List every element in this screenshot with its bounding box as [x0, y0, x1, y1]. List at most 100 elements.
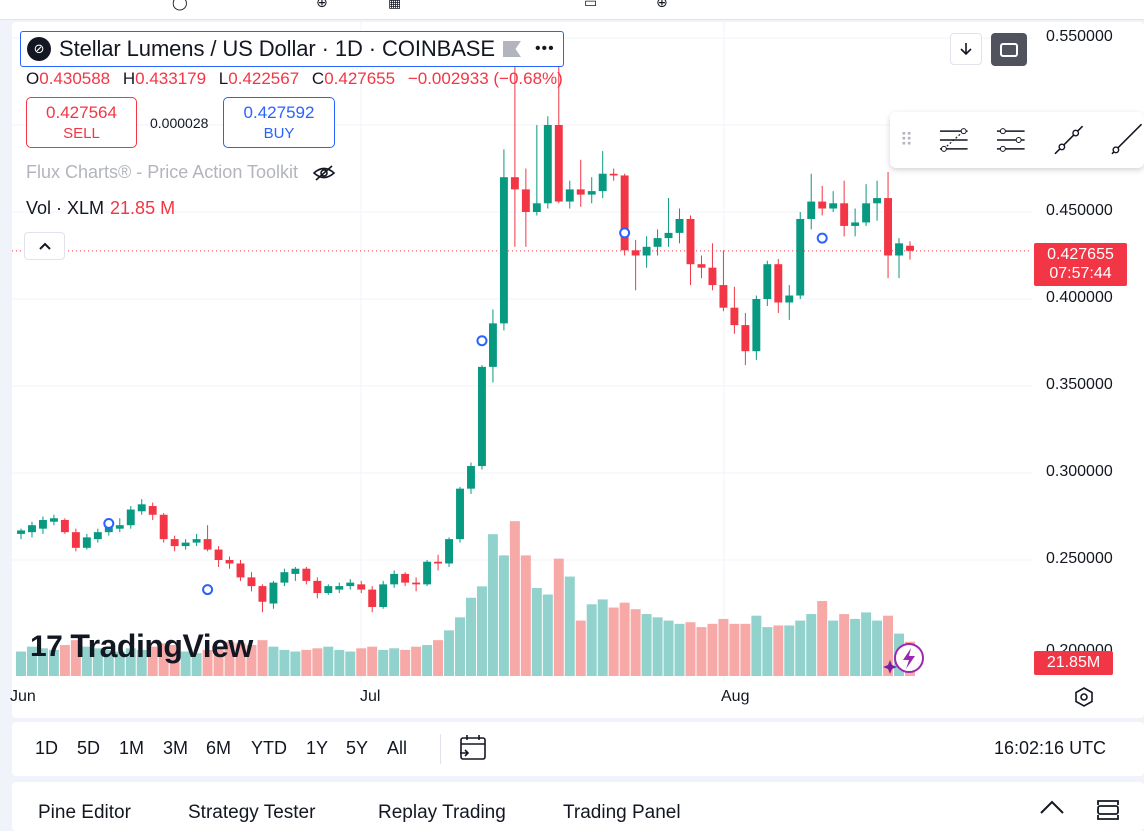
- volume-bar: [564, 576, 575, 676]
- fullscreen-button[interactable]: [991, 33, 1027, 66]
- spread-value: 0.000028: [150, 115, 209, 131]
- candle-body: [664, 232, 673, 239]
- volume-bar: [652, 617, 663, 676]
- ohlc-values: O0.430588 H0.433179 L0.422567 C0.427655 …: [26, 69, 571, 89]
- bar-countdown: 07:57:44: [1049, 265, 1112, 282]
- fib-retracement-icon[interactable]: [936, 122, 972, 158]
- grip-icon[interactable]: ⠿: [900, 129, 914, 150]
- candle-body: [906, 245, 914, 251]
- expand-panel-icon[interactable]: [1039, 798, 1065, 816]
- volume-bar: [520, 555, 531, 676]
- ray-line-icon[interactable]: [1108, 122, 1144, 158]
- eye-crossed-icon[interactable]: [312, 164, 336, 182]
- toolbar-circle-icon[interactable]: ◯: [172, 0, 188, 10]
- maximize-panel-icon[interactable]: [1095, 798, 1121, 822]
- period-bar: 1D 5D 1M 3M 6M YTD 1Y 5Y All 16:02:16 UTC: [12, 722, 1144, 776]
- candle-body: [576, 189, 585, 195]
- symbol-title: Stellar Lumens / US Dollar · 1D · COINBA…: [59, 36, 495, 61]
- time-axis-label: Jul: [360, 688, 381, 705]
- candle-body: [785, 295, 794, 303]
- volume-bar: [444, 630, 455, 676]
- collapse-legend-button[interactable]: [24, 232, 65, 260]
- period-button-5d[interactable]: 5D: [77, 738, 101, 758]
- volume-bar: [850, 618, 861, 676]
- candle-body: [708, 267, 717, 286]
- price-axis-label: 0.450000: [1046, 202, 1113, 219]
- buy-price: 0.427592: [243, 103, 315, 122]
- volume-bar: [224, 641, 235, 676]
- candle-body: [214, 549, 223, 560]
- more-dots-icon[interactable]: •••: [534, 40, 555, 57]
- volume-bar: [784, 625, 795, 676]
- candle-body: [302, 568, 311, 581]
- trend-line-icon[interactable]: [1051, 122, 1087, 158]
- candle-body: [423, 561, 432, 585]
- candle-body: [873, 198, 882, 204]
- tab-strategy-tester[interactable]: Strategy Tester: [188, 802, 316, 823]
- volume-bar: [553, 558, 564, 676]
- toolbar-calendar-icon[interactable]: ▦: [388, 0, 402, 10]
- toolbar-alert-icon[interactable]: ⊕: [656, 0, 668, 10]
- tab-pine-editor[interactable]: Pine Editor: [38, 802, 131, 823]
- buy-button[interactable]: 0.427592 BUY: [223, 97, 335, 148]
- symbol-title-box[interactable]: ⊘ Stellar Lumens / US Dollar · 1D · COIN…: [20, 31, 564, 67]
- price-axis-label: 0.550000: [1046, 28, 1113, 45]
- period-button-all[interactable]: All: [387, 738, 408, 758]
- volume-bar: [367, 646, 378, 676]
- utc-clock[interactable]: 16:02:16 UTC: [994, 738, 1107, 758]
- period-button-6m[interactable]: 6M: [206, 738, 232, 758]
- volume-bar: [59, 645, 70, 676]
- open-label: O: [26, 69, 40, 88]
- candle-body: [478, 366, 486, 467]
- volume-bar: [136, 649, 147, 676]
- candle-body: [565, 189, 574, 202]
- candle-body: [291, 568, 300, 574]
- chevron-up-icon: [38, 242, 51, 250]
- period-button-3m[interactable]: 3M: [163, 738, 189, 758]
- candle-body: [181, 542, 190, 547]
- volume-bar: [696, 627, 707, 676]
- period-button-1d[interactable]: 1D: [35, 738, 59, 758]
- period-button-ytd[interactable]: YTD: [251, 738, 287, 758]
- period-button-1m[interactable]: 1M: [119, 738, 145, 758]
- bottom-panel-bar: Pine Editor Strategy Tester Replay Trading…: [12, 782, 1144, 831]
- candle-body: [818, 201, 827, 209]
- candle-body: [807, 201, 816, 219]
- scroll-down-button[interactable]: [950, 33, 982, 65]
- tradingview-logo[interactable]: 17 TradingView: [30, 628, 253, 665]
- volume-bar: [773, 625, 784, 676]
- candle-body: [829, 203, 838, 209]
- price-chart[interactable]: [12, 22, 1144, 718]
- volume-legend[interactable]: Vol · XLM 21.85 M: [26, 198, 175, 219]
- volume-value: 21.85 M: [110, 198, 176, 218]
- axis-settings-icon[interactable]: [1073, 686, 1095, 708]
- candle-body: [148, 506, 157, 515]
- drawing-toolbar[interactable]: ⠿: [890, 112, 1144, 168]
- tab-replay-trading[interactable]: Replay Trading: [378, 802, 506, 823]
- volume-bar: [707, 623, 718, 676]
- candle-body: [741, 325, 750, 352]
- toolbar-indicator-icon[interactable]: ⊕: [316, 0, 328, 10]
- open-value: 0.430588: [39, 69, 111, 88]
- toolbar-layout-icon[interactable]: ▭: [584, 0, 598, 10]
- tab-trading-panel[interactable]: Trading Panel: [563, 802, 681, 823]
- time-axis-label: Jun: [10, 688, 36, 705]
- volume-bar: [37, 648, 48, 676]
- candle-body: [335, 586, 344, 590]
- candle-body: [258, 586, 267, 602]
- volume-bar: [103, 649, 114, 676]
- low-value: 0.422567: [228, 69, 300, 88]
- price-axis-label: 0.300000: [1046, 463, 1113, 480]
- calendar-goto-icon[interactable]: [458, 734, 488, 762]
- fib-extension-icon[interactable]: [993, 122, 1029, 158]
- volume-bar: [345, 651, 356, 676]
- candle-body: [467, 466, 475, 489]
- candle-body: [126, 509, 135, 526]
- candle-body: [93, 532, 102, 540]
- indicator-legend[interactable]: Flux Charts® - Price Action Toolkit: [26, 162, 336, 183]
- sell-button[interactable]: 0.427564 SELL: [26, 97, 137, 148]
- flag-icon[interactable]: [502, 41, 521, 57]
- period-button-5y[interactable]: 5Y: [346, 738, 369, 758]
- candle-body: [587, 191, 596, 195]
- period-button-1y[interactable]: 1Y: [306, 738, 329, 758]
